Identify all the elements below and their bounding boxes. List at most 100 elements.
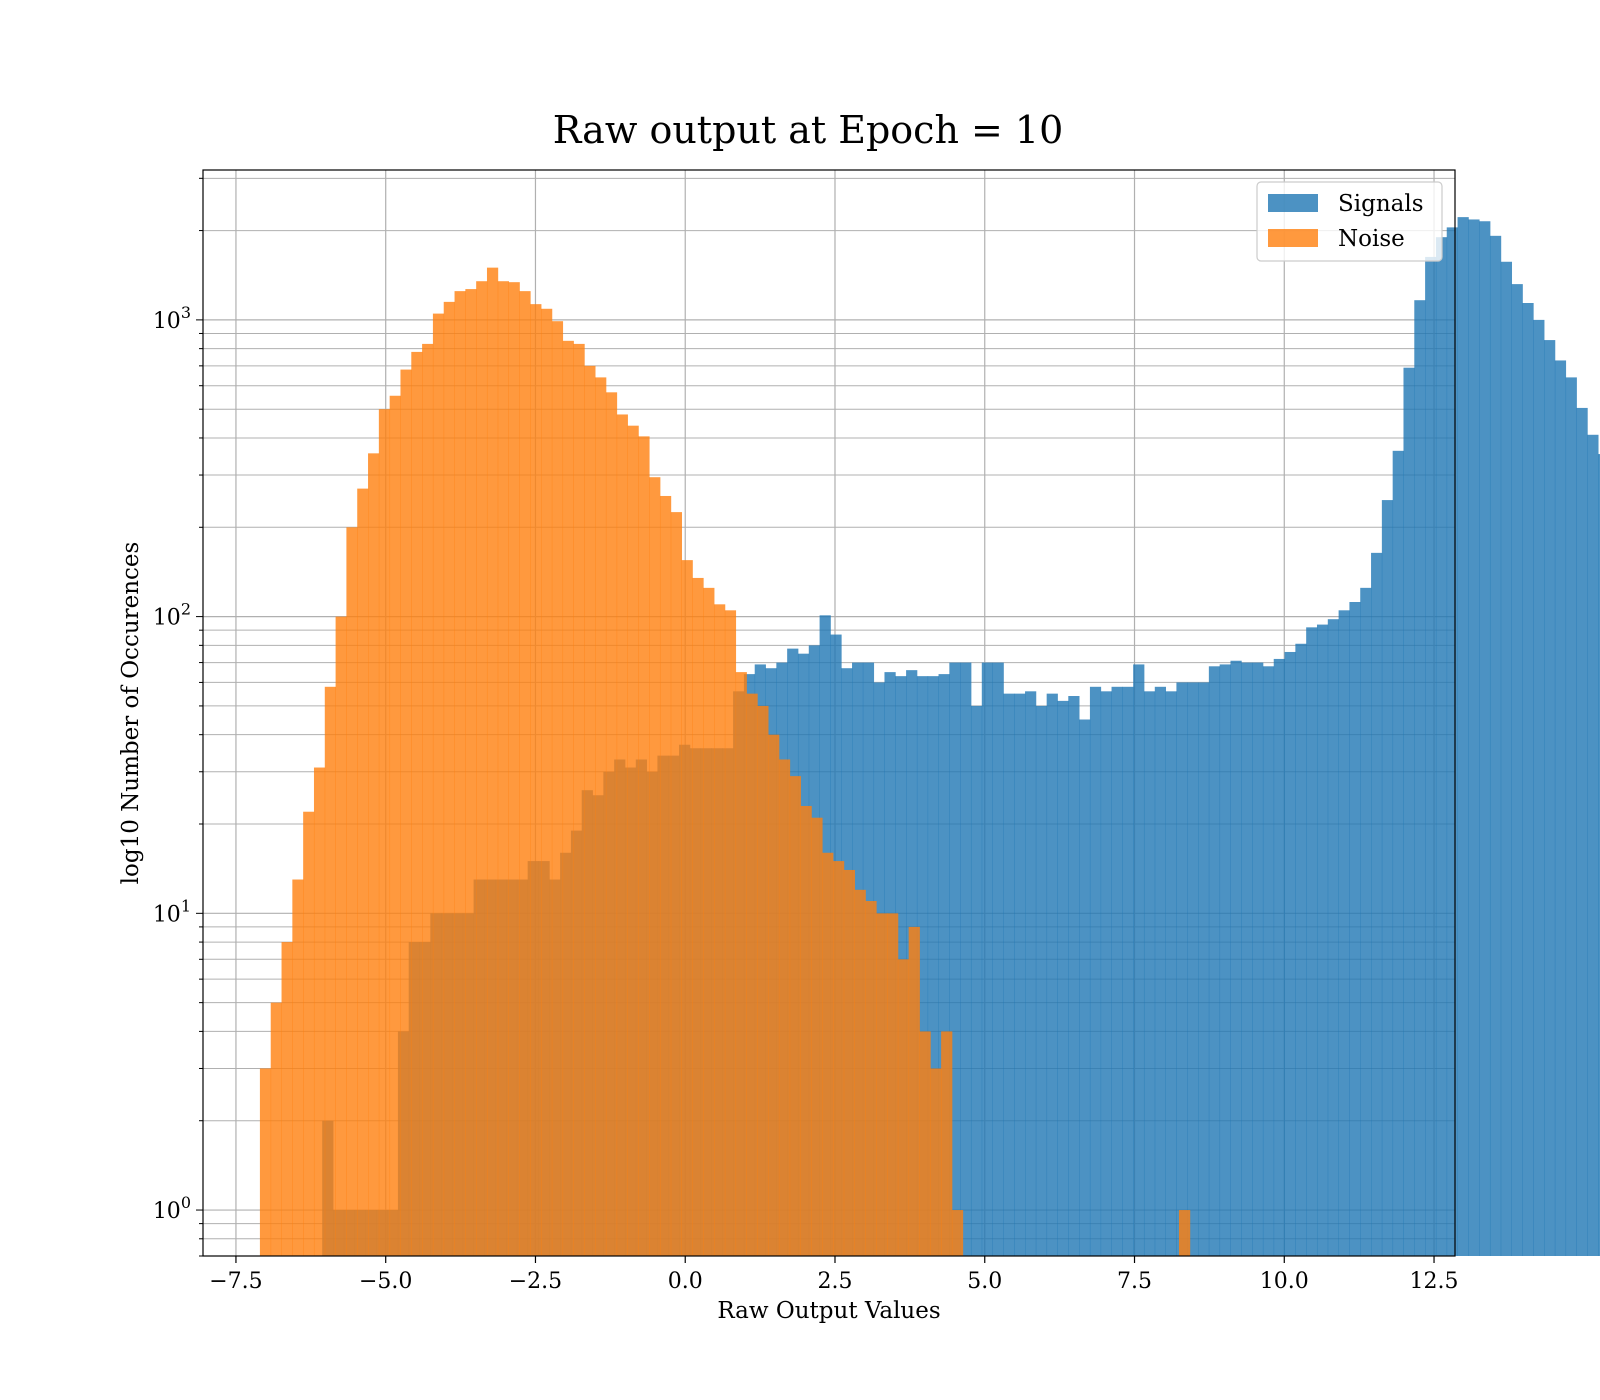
x-axis-label: Raw Output Values [717, 1298, 940, 1324]
bar-signals [992, 662, 1004, 1256]
x-tick-label: −2.5 [509, 1269, 562, 1294]
bar-noise [389, 395, 401, 1256]
bar-signals [1533, 319, 1545, 1257]
bar-signals [1273, 658, 1285, 1256]
bar-noise [313, 767, 326, 1256]
x-tick-label: 2.5 [817, 1269, 852, 1294]
bar-noise [303, 811, 315, 1256]
bar-noise [270, 1002, 282, 1256]
bar-signals [981, 662, 993, 1256]
bar-signals [938, 674, 950, 1256]
bar-noise [951, 1210, 964, 1256]
bar-noise [443, 301, 455, 1256]
y-tick-label: 101 [153, 896, 191, 927]
bar-noise [789, 776, 801, 1256]
x-tick-label: 10.0 [1260, 1269, 1309, 1294]
bar-signals [1598, 454, 1600, 1257]
bar-noise [486, 267, 499, 1257]
bar-signals [1014, 693, 1026, 1256]
bar-signals [1306, 627, 1318, 1256]
bar-noise [714, 604, 726, 1256]
series-noise [259, 267, 1191, 1257]
bar-signals [960, 662, 972, 1256]
bar-noise [800, 805, 812, 1256]
bar-signals [1284, 651, 1296, 1256]
bar-noise [368, 453, 380, 1257]
chart-title: Raw output at Epoch = 10 [553, 108, 1064, 152]
bar-noise [411, 351, 423, 1256]
bar-noise [508, 282, 520, 1256]
bar-noise [378, 409, 391, 1256]
bar-signals [1435, 237, 1448, 1257]
bar-noise [454, 291, 466, 1256]
bar-noise [541, 308, 553, 1256]
bar-noise [1178, 1210, 1191, 1256]
bar-signals [1035, 705, 1048, 1256]
bar-signals [1241, 662, 1253, 1256]
bar-noise [941, 1031, 953, 1256]
y-axis-label: log10 Number of Occurences [118, 542, 144, 885]
bar-noise [497, 281, 510, 1257]
bar-noise [573, 343, 585, 1256]
bar-signals [1252, 662, 1264, 1256]
legend-label-noise: Noise [1338, 226, 1405, 252]
bar-noise [854, 889, 866, 1256]
bar-noise [930, 1068, 942, 1256]
bar-signals [1208, 666, 1221, 1256]
legend-swatch-noise [1268, 229, 1318, 247]
bar-noise [530, 304, 542, 1257]
bar-noise [595, 377, 607, 1256]
bar-noise [335, 616, 347, 1256]
bar-noise [422, 343, 434, 1256]
x-tick-label: 5.0 [967, 1269, 1002, 1294]
histogram-bars [259, 217, 1600, 1257]
bar-noise [519, 291, 531, 1256]
bar-signals [1165, 691, 1177, 1256]
bar-noise [908, 926, 920, 1256]
bar-signals [1057, 700, 1069, 1256]
bar-noise [746, 693, 758, 1256]
x-tick-label: −7.5 [209, 1269, 262, 1294]
legend-swatch-signals [1268, 194, 1318, 212]
bar-signals [1446, 227, 1458, 1257]
bar-noise [778, 759, 791, 1256]
bar-noise [465, 289, 477, 1256]
plot-frame [202, 169, 1456, 1257]
bar-signals [1068, 696, 1080, 1256]
bar-signals [949, 662, 961, 1256]
bar-signals [1576, 407, 1588, 1256]
bar-noise [865, 901, 877, 1256]
bar-noise [670, 512, 683, 1256]
bar-signals [1176, 682, 1188, 1256]
bar-noise [400, 369, 412, 1256]
bar-noise [551, 321, 564, 1256]
bar-noise [822, 852, 834, 1256]
bar-signals [1489, 235, 1502, 1257]
bar-signals [1468, 219, 1480, 1256]
bar-signals [1230, 660, 1242, 1256]
bar-noise [627, 425, 639, 1257]
bar-signals [1587, 434, 1599, 1256]
bar-signals [1392, 450, 1404, 1257]
bar-noise [768, 734, 780, 1256]
bar-signals [1338, 610, 1350, 1256]
bar-noise [681, 560, 693, 1256]
bar-signals [916, 676, 929, 1256]
bar-signals [1187, 682, 1199, 1256]
bar-signals [1360, 587, 1372, 1256]
bar-noise [281, 942, 293, 1256]
legend: Signals Noise [1256, 181, 1443, 262]
bar-signals [1371, 552, 1383, 1256]
bar-signals [1479, 221, 1491, 1256]
bar-noise [692, 577, 704, 1256]
bar-signals [1349, 601, 1361, 1256]
y-tick-label: 103 [153, 303, 191, 334]
bar-signals [1414, 300, 1426, 1256]
bar-signals [1100, 691, 1112, 1256]
bar-signals [1003, 693, 1015, 1256]
bar-noise [659, 495, 672, 1256]
bar-signals [1544, 340, 1556, 1256]
bar-noise [897, 959, 910, 1256]
bar-noise [735, 672, 747, 1256]
bar-signals [1122, 686, 1134, 1256]
